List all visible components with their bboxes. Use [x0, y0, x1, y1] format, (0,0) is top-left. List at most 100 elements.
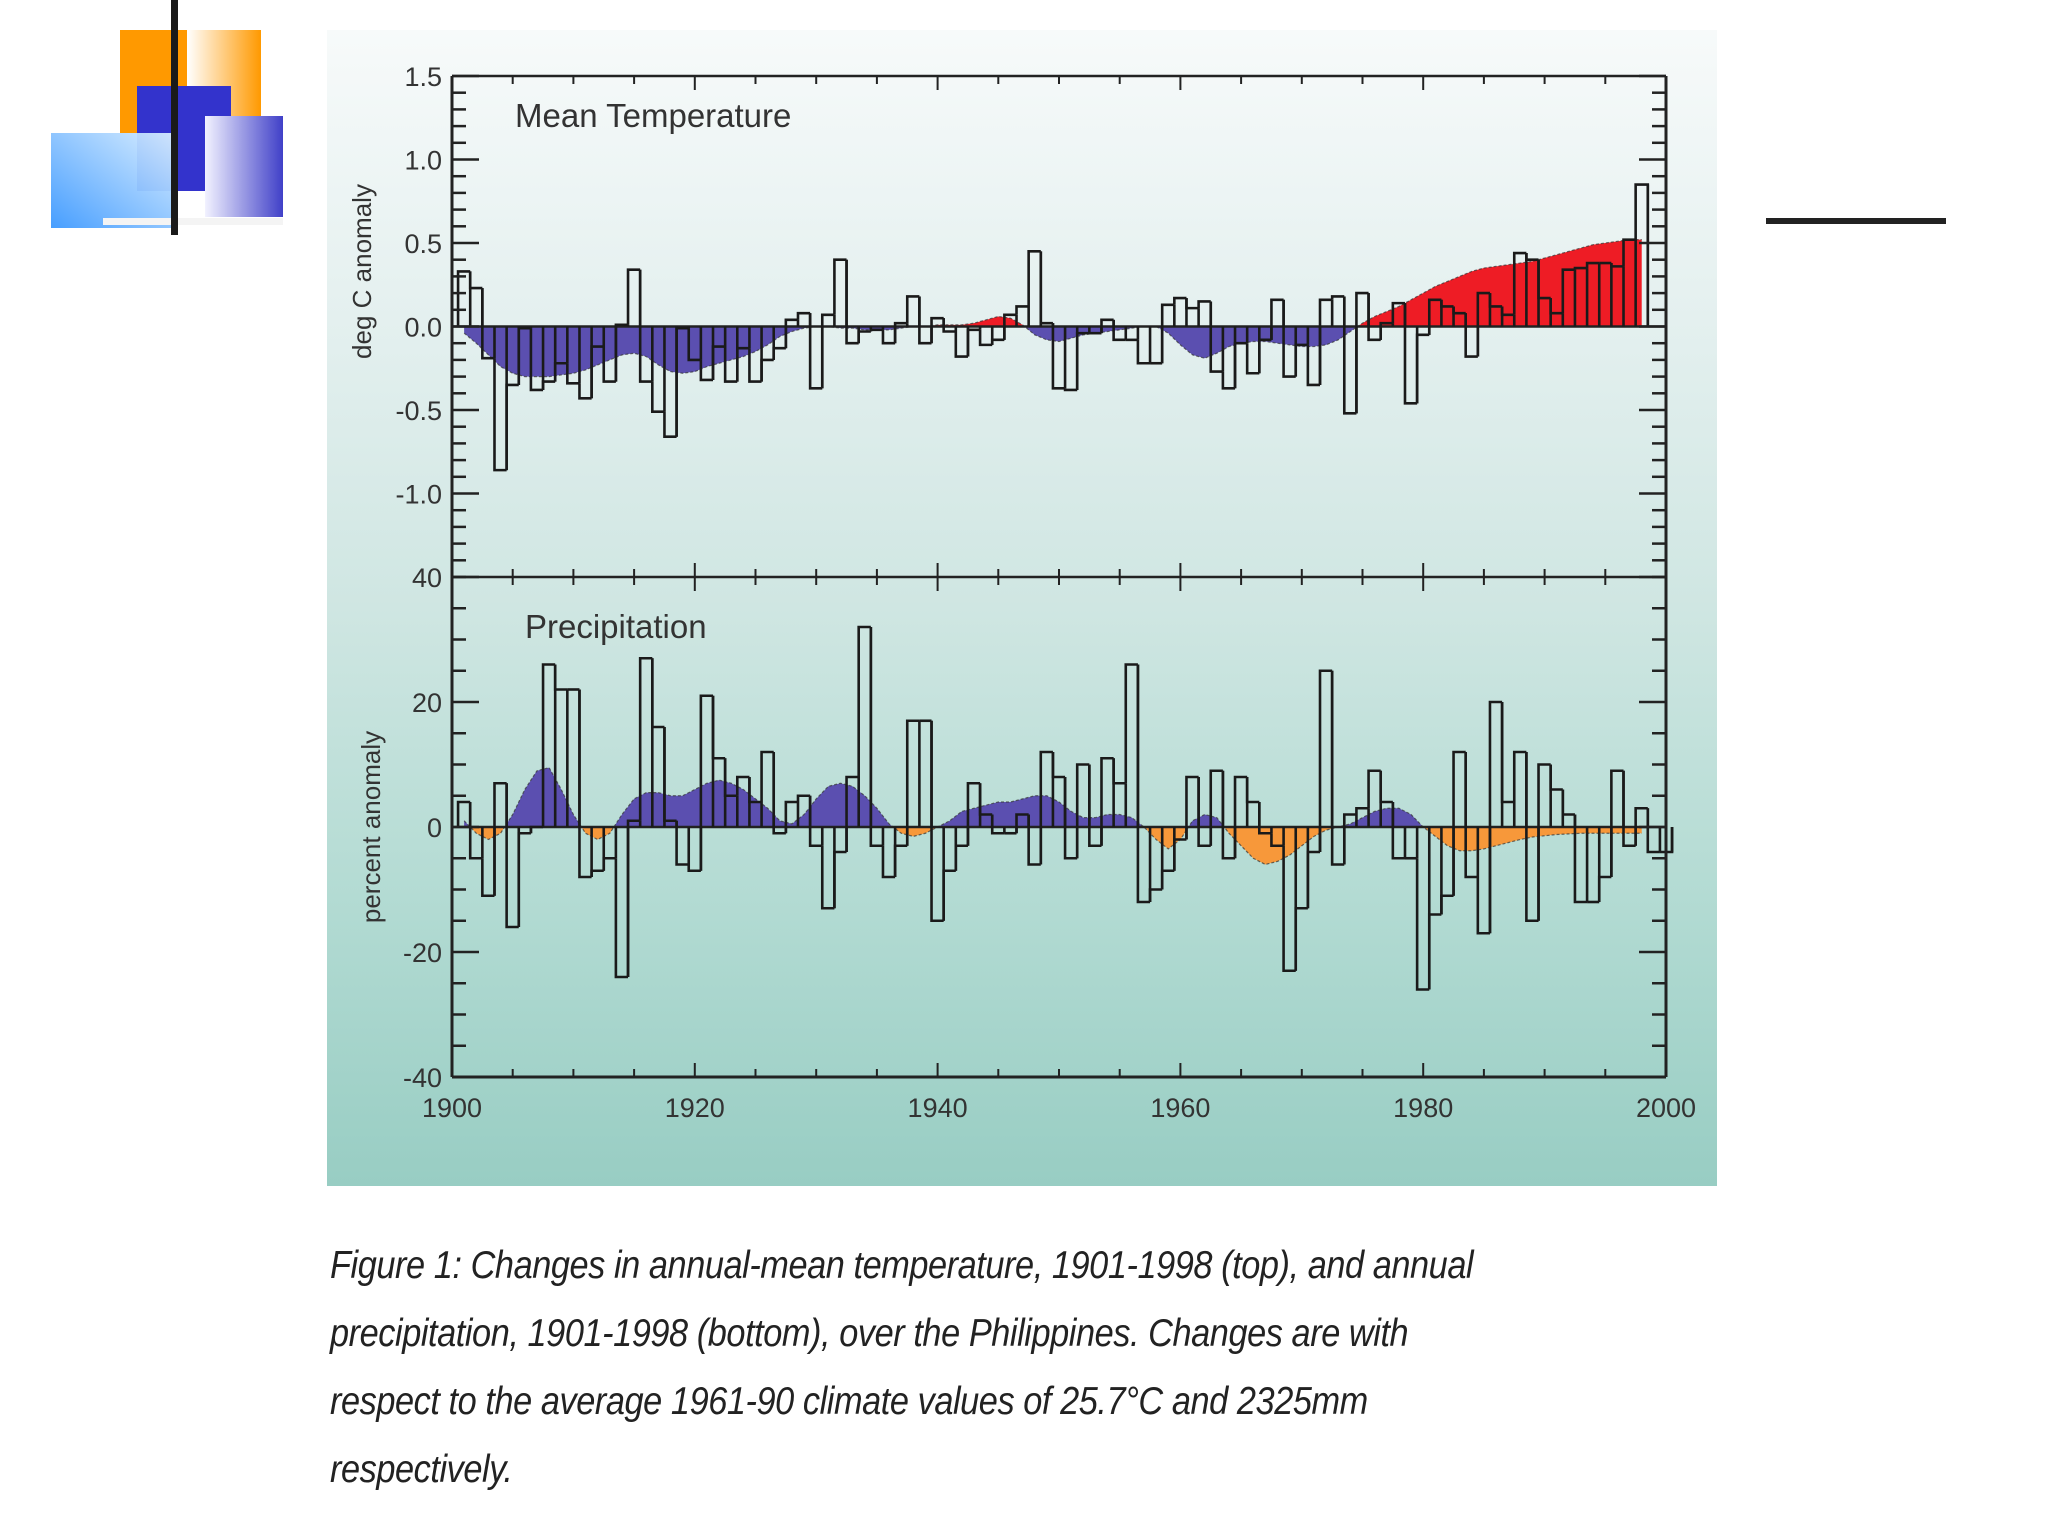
temperature-annual-step-1929 — [796, 311, 811, 320]
temperature-annual-step-1917 — [651, 381, 665, 413]
temperature-annual-step-1991 — [1549, 298, 1563, 315]
temperature-annual-step-1945 — [990, 338, 1005, 345]
figure-background — [327, 30, 1717, 1186]
precipitation-annual-step-1927 — [772, 752, 786, 835]
precipitation-annual-step-1911 — [578, 689, 592, 879]
precipitation-annual-step-1903 — [481, 858, 495, 898]
temperature-annual-step-1922 — [711, 345, 726, 380]
caption-line-4: respectively. — [330, 1448, 513, 1491]
temperature-annual-step-1961 — [1185, 298, 1199, 310]
precipitation-annual-step-1975 — [1355, 806, 1369, 815]
temperature-annual-step-1904 — [493, 358, 507, 472]
precipitation-annual-step-1988 — [1512, 750, 1527, 802]
temperature-annual-step-1979 — [1403, 303, 1418, 405]
temperature-annual-step-1989 — [1525, 253, 1539, 261]
precipitation-annual-step-1974 — [1342, 813, 1357, 865]
temperature-panel-title: Mean Temperature — [515, 97, 791, 134]
temperature-annual-step-1950 — [1051, 323, 1066, 390]
precipitation-annual-step-1967 — [1258, 802, 1272, 835]
temperature-ytick-label: -1.0 — [395, 480, 442, 510]
temperature-annual-step-1931 — [820, 313, 835, 389]
precipitation-annual-step-1944 — [978, 783, 993, 816]
temperature-annual-step-1935 — [869, 328, 883, 332]
temperature-annual-step-1918 — [663, 411, 677, 439]
precipitation-annual-step-1964 — [1221, 770, 1236, 860]
temperature-annual-step-1940 — [930, 316, 944, 344]
temperature-annual-step-1960 — [1173, 296, 1187, 305]
temperature-annual-step-1933 — [845, 259, 859, 345]
precipitation-annual-step-1956 — [1124, 663, 1138, 784]
precipitation-ytick-label: 40 — [412, 563, 442, 593]
precipitation-annual-step-1971 — [1306, 850, 1321, 909]
logo-white-bar — [103, 218, 283, 225]
precipitation-annual-step-1991 — [1549, 764, 1563, 791]
x-tick-label: 1980 — [1393, 1093, 1453, 1123]
temperature-annual-step-1954 — [1100, 318, 1114, 334]
temperature-annual-step-1975 — [1355, 291, 1369, 414]
temperature-annual-step-1913 — [602, 346, 616, 383]
temperature-ytick-label: 0.5 — [404, 229, 442, 259]
precipitation-annual-step-1919 — [675, 820, 689, 866]
logo-violet-square — [205, 116, 283, 217]
temperature-annual-step-1915 — [626, 268, 641, 325]
temperature-annual-step-1910 — [566, 363, 580, 385]
precipitation-annual-step-1906 — [517, 831, 531, 927]
precipitation-annual-step-1908 — [541, 663, 556, 827]
precipitation-annual-step-1997 — [1622, 770, 1636, 848]
temperature-annual-step-1952 — [1075, 331, 1090, 390]
caption-line-1: Figure 1: Changes in annual-mean tempera… — [330, 1244, 1474, 1287]
temperature-ytick-label: -0.5 — [395, 396, 442, 426]
precipitation-annual-step-1945 — [990, 814, 1005, 835]
precipitation-annual-step-1938 — [905, 719, 920, 846]
precipitation-annual-step-1969 — [1282, 845, 1296, 973]
precipitation-annual-step-1986 — [1488, 700, 1503, 934]
temperature-annual-step-1942 — [954, 331, 968, 358]
precipitation-annual-step-1931 — [820, 845, 835, 910]
temperature-annual-step-1921 — [699, 359, 714, 382]
precipitation-annual-step-1948 — [1027, 814, 1041, 866]
precipitation-annual-step-1987 — [1500, 702, 1515, 804]
temperature-annual-step-1965 — [1233, 341, 1248, 389]
precipitation-annual-step-1995 — [1597, 875, 1612, 902]
temperature-ytick-label: 1.5 — [404, 62, 442, 92]
decorative-corner-logo — [51, 0, 283, 235]
temperature-annual-step-1955 — [1112, 319, 1126, 342]
temperature-annual-step-1988 — [1512, 251, 1527, 315]
precipitation-annual-step-1962 — [1197, 777, 1211, 848]
temperature-annual-step-1919 — [675, 326, 689, 437]
temperature-annual-step-1990 — [1537, 259, 1551, 300]
precipitation-annual-step-1930 — [808, 795, 823, 848]
temperature-annual-step-1903 — [481, 288, 495, 360]
precipitation-annual-step-1940 — [930, 720, 944, 923]
precipitation-annual-step-1976 — [1367, 769, 1381, 809]
precipitation-annual-step-1941 — [942, 869, 956, 921]
temperature-annual-step-1905 — [505, 383, 519, 471]
temperature-annual-step-1937 — [893, 321, 908, 344]
temperature-annual-step-1971 — [1306, 344, 1321, 387]
temperature-annual-step-1997 — [1622, 238, 1636, 267]
temperature-annual-step-1984 — [1464, 313, 1478, 358]
precipitation-ytick-label: -40 — [403, 1063, 442, 1093]
temperature-annual-step-1966 — [1245, 343, 1260, 375]
temperature-annual-step-1951 — [1063, 388, 1078, 392]
temperature-annual-step-1957 — [1136, 339, 1151, 365]
precipitation-annual-step-1959 — [1160, 869, 1175, 890]
precipitation-annual-step-1990 — [1537, 763, 1551, 921]
temperature-annual-step-1982 — [1440, 299, 1454, 308]
x-tick-label: 1920 — [665, 1093, 725, 1123]
logo-sky-square — [51, 133, 171, 228]
temperature-annual-step-1983 — [1452, 306, 1466, 315]
precipitation-annual-step-1972 — [1318, 669, 1333, 852]
x-tick-label: 2000 — [1636, 1093, 1696, 1123]
precipitation-annual-step-1916 — [638, 656, 653, 821]
precipitation-annual-step-1983 — [1452, 750, 1466, 896]
temperature-annual-step-1947 — [1015, 305, 1029, 315]
precipitation-annual-step-1998 — [1634, 806, 1648, 846]
precipitation-y-axis-title: percent anomaly — [356, 731, 386, 923]
precipitation-annual-step-1923 — [723, 758, 738, 798]
temperature-annual-step-1924 — [735, 346, 750, 382]
precipitation-annual-step-1968 — [1270, 833, 1284, 848]
temperature-annual-step-1964 — [1221, 371, 1236, 390]
x-tick-label: 1900 — [422, 1093, 482, 1123]
precipitation-annual-step-1901 — [456, 800, 471, 827]
